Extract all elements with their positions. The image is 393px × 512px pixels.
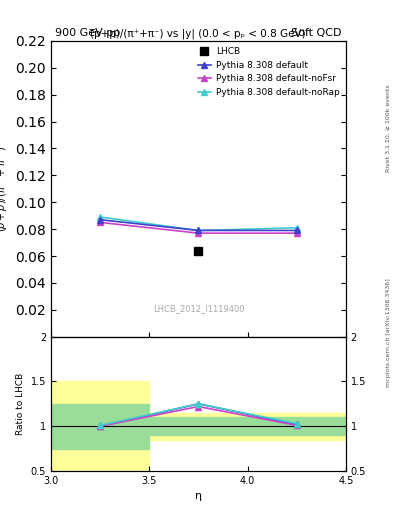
Bar (149, 417, 346, 435)
Pythia 8.308 default-noFsr (294, 230, 299, 236)
Line: Pythia 8.308 default-noFsr: Pythia 8.308 default-noFsr (97, 219, 300, 237)
Pythia 8.308 default-noRap (98, 214, 103, 220)
X-axis label: η: η (195, 492, 202, 501)
Legend: LHCB, Pythia 8.308 default, Pythia 8.308 default-noFsr, Pythia 8.308 default-noR: LHCB, Pythia 8.308 default, Pythia 8.308… (194, 44, 343, 100)
Bar (51, 381, 149, 471)
Pythia 8.308 default (294, 227, 299, 233)
Bar (149, 413, 346, 440)
Pythia 8.308 default-noRap (196, 227, 201, 233)
Text: LHCB_2012_I1119400: LHCB_2012_I1119400 (153, 304, 244, 313)
Y-axis label: $(p+\bar{p})/(\pi^+ + \pi^-)$: $(p+\bar{p})/(\pi^+ + \pi^-)$ (0, 146, 10, 232)
Bar (51, 404, 149, 449)
Text: Soft QCD: Soft QCD (292, 28, 342, 38)
Pythia 8.308 default-noFsr (196, 230, 201, 236)
Line: Pythia 8.308 default-noRap: Pythia 8.308 default-noRap (97, 214, 300, 234)
Pythia 8.308 default-noRap (294, 225, 299, 231)
Text: Rivet 3.1.10, ≥ 100k events: Rivet 3.1.10, ≥ 100k events (386, 84, 391, 172)
Pythia 8.308 default (196, 227, 201, 233)
Title: (̅p+p)/(π⁺+π⁻) vs |y| (0.0 < pₚ < 0.8 GeV): (̅p+p)/(π⁺+π⁻) vs |y| (0.0 < pₚ < 0.8 Ge… (91, 29, 306, 39)
Y-axis label: Ratio to LHCB: Ratio to LHCB (16, 373, 25, 435)
Pythia 8.308 default-noFsr (98, 219, 103, 225)
Text: mcplots.cern.ch [arXiv:1306.3436]: mcplots.cern.ch [arXiv:1306.3436] (386, 279, 391, 387)
Text: 900 GeV pp: 900 GeV pp (55, 28, 120, 38)
Line: Pythia 8.308 default: Pythia 8.308 default (97, 216, 300, 234)
Pythia 8.308 default (98, 217, 103, 223)
